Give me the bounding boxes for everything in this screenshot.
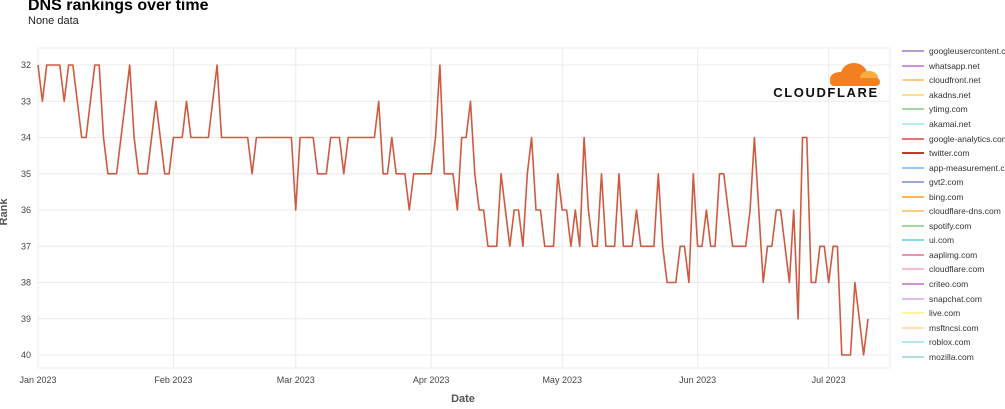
legend-item[interactable]: snapchat.com [902, 291, 1005, 306]
legend-item[interactable]: live.com [902, 306, 1005, 321]
legend-swatch [902, 152, 924, 155]
x-tick-label: May 2023 [542, 375, 582, 385]
legend-swatch [902, 108, 924, 111]
cloudflare-logo: CLOUDFLARE [768, 57, 884, 101]
legend-label: criteo.com [929, 279, 969, 290]
x-tick-label: Jun 2023 [679, 375, 716, 385]
y-tick-label: 39 [21, 314, 31, 324]
chart-title: DNS rankings over time [28, 0, 209, 14]
legend-item[interactable]: spotify.com [902, 219, 1005, 234]
legend-swatch [902, 166, 924, 169]
legend-item[interactable]: bing.com [902, 189, 1005, 204]
chart-subtitle: None data [28, 15, 79, 27]
legend-swatch [902, 123, 924, 125]
legend-swatch [902, 224, 924, 227]
legend-swatch [902, 312, 924, 315]
legend-swatch [902, 283, 924, 286]
legend-label: roblox.com [929, 337, 971, 348]
legend-item[interactable]: akamai.net [902, 117, 1005, 132]
legend-label: cloudfront.net [929, 75, 981, 86]
legend-label: whatsapp.net [929, 60, 980, 71]
legend-item[interactable]: whatsapp.net [902, 59, 1005, 74]
series-line-twitter-com [37, 64, 869, 356]
legend-swatch [902, 341, 924, 344]
legend-swatch [902, 137, 924, 140]
legend-swatch [902, 326, 924, 329]
x-tick-label: Apr 2023 [413, 375, 450, 385]
legend-swatch [902, 195, 924, 198]
legend-item[interactable]: gvt2.com [902, 175, 1005, 190]
legend-label: googleusercontent.com [929, 46, 1005, 57]
legend-swatch [902, 64, 924, 67]
x-tick-label: Mar 2023 [277, 375, 315, 385]
legend-label: spotify.com [929, 220, 972, 231]
legend-swatch [902, 181, 924, 184]
legend-item[interactable]: cloudflare-dns.com [902, 204, 1005, 219]
legend-item[interactable]: roblox.com [902, 335, 1005, 350]
y-tick-label: 35 [21, 169, 31, 179]
legend-label: msftncsi.com [929, 322, 979, 333]
legend-item[interactable]: msftncsi.com [902, 320, 1005, 335]
legend-label: app-measurement.com [929, 162, 1005, 173]
legend-swatch [902, 268, 924, 271]
legend-swatch [902, 297, 924, 300]
legend-label: cloudflare.com [929, 264, 985, 275]
legend-item[interactable]: twitter.com [902, 146, 1005, 161]
legend-item[interactable]: criteo.com [902, 277, 1005, 292]
legend-item[interactable]: ui.com [902, 233, 1005, 248]
legend-item[interactable]: ytimg.com [902, 102, 1005, 117]
legend-swatch [902, 239, 924, 242]
legend: googleusercontent.com whatsapp.net cloudfr… [902, 44, 1005, 364]
logo-text: CLOUDFLARE [773, 85, 879, 100]
x-tick-label: Feb 2023 [154, 375, 192, 385]
legend-item[interactable]: app-measurement.com [902, 160, 1005, 175]
legend-label: mozilla.com [929, 351, 974, 362]
legend-label: bing.com [929, 191, 964, 202]
legend-label: live.com [929, 308, 961, 319]
legend-swatch [902, 210, 924, 213]
legend-item[interactable]: cloudfront.net [902, 73, 1005, 88]
legend-label: twitter.com [929, 148, 970, 159]
y-tick-label: 33 [21, 96, 31, 106]
x-tick-label: Jan 2023 [19, 375, 56, 385]
legend-label: akadns.net [929, 89, 971, 100]
y-axis-label: Rank [0, 198, 10, 226]
y-tick-label: 36 [21, 205, 31, 215]
legend-swatch [902, 355, 924, 358]
legend-label: ui.com [929, 235, 955, 246]
legend-item[interactable]: cloudflare.com [902, 262, 1005, 277]
x-tick-label: Jul 2023 [812, 375, 846, 385]
legend-swatch [902, 50, 924, 53]
legend-item[interactable]: mozilla.com [902, 349, 1005, 364]
legend-item[interactable]: akadns.net [902, 88, 1005, 103]
plot-area [37, 47, 891, 369]
cloud-icon [830, 63, 880, 86]
legend-label: snapchat.com [929, 293, 982, 304]
legend-label: aaplimg.com [929, 249, 978, 260]
legend-swatch [902, 93, 924, 96]
y-tick-label: 34 [21, 133, 31, 143]
y-tick-label: 37 [21, 241, 31, 251]
legend-item[interactable]: google-analytics.com [902, 131, 1005, 146]
legend-swatch [902, 253, 924, 256]
legend-label: cloudflare-dns.com [929, 206, 1001, 217]
legend-label: akamai.net [929, 119, 971, 129]
legend-swatch [902, 79, 924, 82]
legend-item[interactable]: googleusercontent.com [902, 44, 1005, 59]
legend-label: gvt2.com [929, 177, 964, 188]
legend-label: google-analytics.com [929, 133, 1005, 144]
legend-item[interactable]: aaplimg.com [902, 248, 1005, 263]
y-tick-label: 40 [21, 350, 31, 360]
y-tick-label: 38 [21, 278, 31, 288]
x-axis-label: Date [451, 393, 475, 405]
y-tick-label: 32 [21, 60, 31, 70]
legend-label: ytimg.com [929, 104, 968, 115]
